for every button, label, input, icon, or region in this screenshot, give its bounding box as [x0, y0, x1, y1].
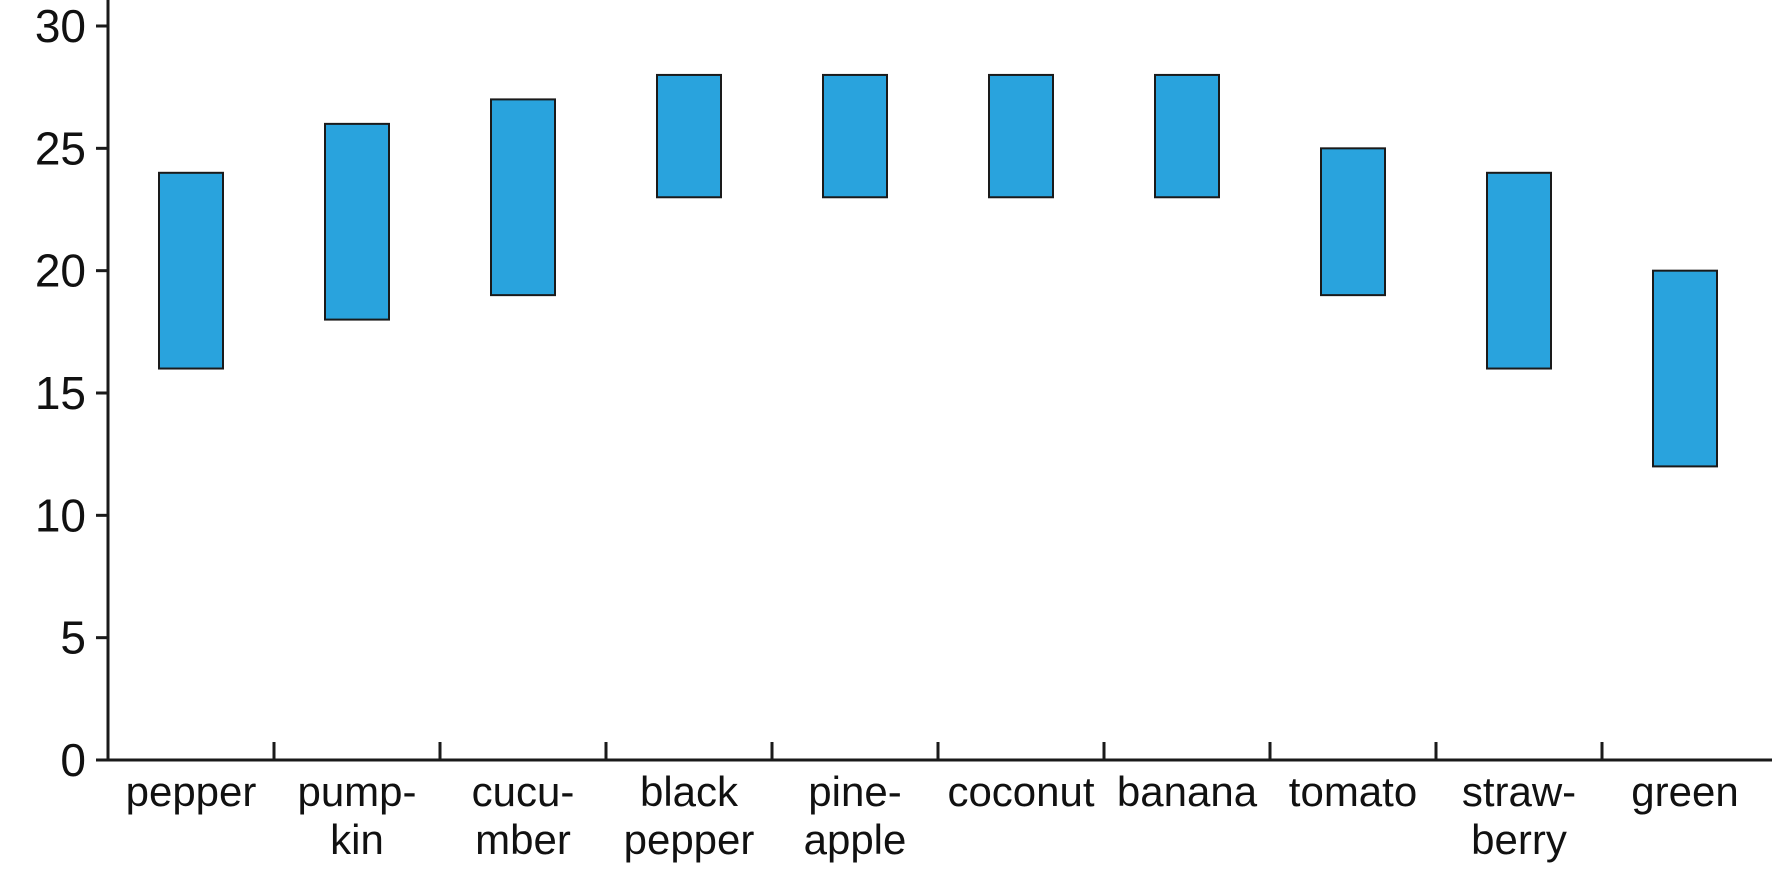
x-category-label: green	[1631, 768, 1738, 815]
y-tick-label: 10	[35, 489, 86, 541]
range-bar	[158, 171, 224, 370]
x-category-label: mber	[475, 816, 571, 863]
y-tick-label: 0	[60, 734, 86, 786]
x-category-label: cucu-	[472, 768, 575, 815]
x-category-label: apple	[804, 816, 907, 863]
range-bar	[822, 73, 888, 199]
x-category-label: pepper	[624, 816, 755, 863]
y-axis-ticks: 0 5 10 15 20 25 30	[35, 0, 108, 786]
x-axis-labels: pepper pump-kincucu-mberblackpepperpine-a…	[126, 768, 1739, 863]
x-category-label: straw-	[1462, 768, 1576, 815]
range-bar	[490, 98, 556, 297]
y-tick-label: 5	[60, 612, 86, 664]
range-bar	[988, 73, 1054, 199]
x-category-label: black	[640, 768, 739, 815]
range-bar	[1320, 147, 1386, 297]
y-tick-label: 15	[35, 367, 86, 419]
x-category-label: pepper	[126, 768, 257, 815]
axes-group	[106, 0, 1772, 762]
x-category-label: pine-	[808, 768, 901, 815]
range-bar	[1652, 269, 1718, 468]
x-category-label: berry	[1471, 816, 1567, 863]
x-category-label: banana	[1117, 768, 1258, 815]
range-bar	[656, 73, 722, 199]
y-tick-label: 30	[35, 0, 86, 52]
y-tick-label: 25	[35, 122, 86, 174]
x-category-label: coconut	[947, 768, 1094, 815]
bars-group	[158, 73, 1718, 468]
range-bar	[1486, 171, 1552, 370]
x-category-label: kin	[330, 816, 384, 863]
x-category-label: tomato	[1289, 768, 1417, 815]
x-category-label: pump-	[297, 768, 416, 815]
y-tick-label: 20	[35, 245, 86, 297]
range-bar	[324, 122, 390, 321]
x-axis-ticks	[272, 742, 1604, 760]
range-bar	[1154, 73, 1220, 199]
